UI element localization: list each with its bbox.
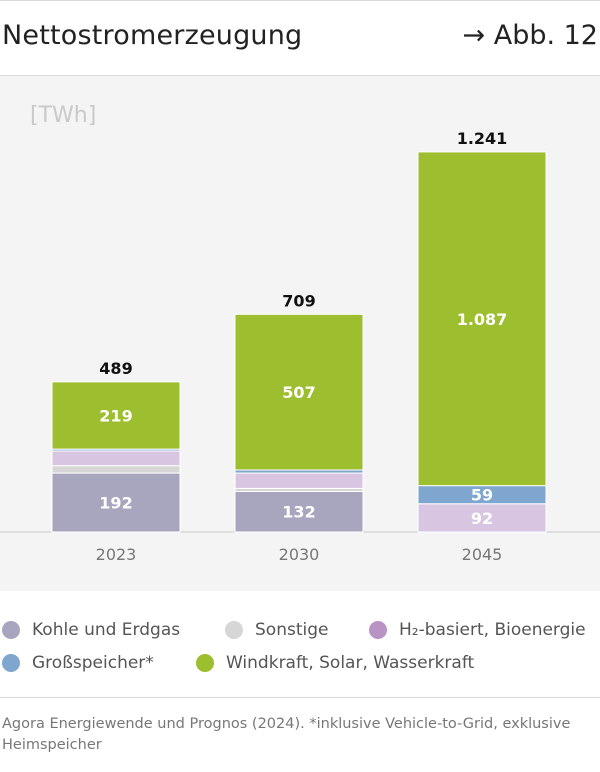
unit-label: [TWh] bbox=[30, 103, 97, 128]
legend-item-kohle: Kohle und Erdgas bbox=[2, 620, 180, 640]
bar-segment-2023-4 bbox=[51, 381, 181, 450]
legend-item-erneuerbare: Windkraft, Solar, Wasserkraft bbox=[196, 653, 474, 673]
data-label-2023-0: 192 bbox=[99, 494, 132, 513]
top-rule bbox=[0, 0, 600, 1]
data-label-2030-0: 132 bbox=[282, 503, 315, 522]
data-label-2045-2: 92 bbox=[471, 509, 493, 528]
chart-title: Nettostromerzeugung bbox=[2, 20, 303, 51]
footer-rule bbox=[0, 697, 600, 698]
total-label-2030: 709 bbox=[282, 291, 315, 310]
data-label-2045-3: 59 bbox=[471, 486, 493, 505]
bar-segment-2030-0 bbox=[234, 490, 364, 533]
legend-item-h2: H₂-basiert, Bioenergie bbox=[369, 620, 586, 640]
legend-dot-sonstige bbox=[225, 621, 243, 639]
total-label-2045: 1.241 bbox=[457, 129, 508, 148]
data-label-2045-4: 1.087 bbox=[457, 310, 508, 329]
bar-segment-2030-2 bbox=[234, 472, 364, 489]
legend-label-kohle: Kohle und Erdgas bbox=[32, 620, 181, 640]
x-tick-label-2030: 2030 bbox=[279, 545, 320, 564]
legend-label-sonstige: Sonstige bbox=[255, 620, 329, 640]
header: Nettostromerzeugung → Abb. 12 bbox=[0, 0, 600, 76]
bar-segment-2030-4 bbox=[234, 313, 364, 471]
x-tick-label-2023: 2023 bbox=[96, 545, 137, 564]
legend-label-h2: H₂-basiert, Bioenergie bbox=[399, 620, 586, 640]
legend-label-speicher: Großspeicher* bbox=[32, 653, 154, 673]
source-note: Agora Energiewende und Prognos (2024). *… bbox=[2, 716, 571, 753]
legend-item-sonstige: Sonstige bbox=[225, 620, 328, 640]
legend-dot-h2 bbox=[369, 621, 387, 639]
stacked-bar-chart: 192 219 489 2023 132 507 709 2030 92 59 1.087 1.241… bbox=[0, 129, 600, 564]
legend-label-erneuerbare: Windkraft, Solar, Wasserkraft bbox=[226, 653, 475, 673]
bar-segment-2045-2 bbox=[417, 503, 547, 533]
header-rule bbox=[0, 75, 600, 76]
data-label-2030-4: 507 bbox=[282, 383, 315, 402]
legend-dot-erneuerbare bbox=[196, 654, 214, 672]
bar-segment-2045-4 bbox=[417, 151, 547, 487]
legend-dot-kohle bbox=[2, 621, 20, 639]
bar-segment-2023-1 bbox=[51, 465, 181, 474]
data-label-2023-4: 219 bbox=[99, 406, 132, 425]
legend-item-speicher: Großspeicher* bbox=[2, 653, 154, 673]
legend-dot-speicher bbox=[2, 654, 20, 672]
x-tick-label-2045: 2045 bbox=[462, 545, 503, 564]
total-label-2023: 489 bbox=[99, 359, 132, 378]
figure-reference: → Abb. 12 bbox=[462, 20, 598, 51]
bar-segment-2023-2 bbox=[51, 450, 181, 467]
